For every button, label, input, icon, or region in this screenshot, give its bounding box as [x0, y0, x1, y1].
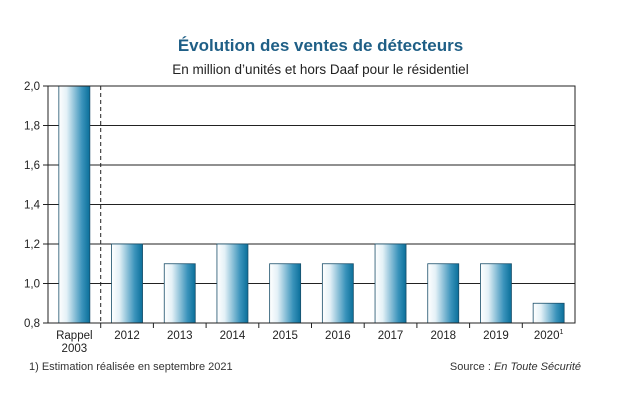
bar-2016 — [321, 263, 354, 324]
footnote: 1) Estimation réalisée en septembre 2021 — [29, 361, 233, 373]
x-tick-label: 2018 — [430, 330, 456, 342]
x-tick-label: 2019 — [483, 330, 509, 342]
tick-labels: 0,8 1,0 1,2 1,4 1,6 1,8 2,0 Rappel 2003 2012 2013 2… — [24, 81, 563, 355]
bar-2020 — [532, 302, 565, 324]
bar-2013 — [163, 263, 196, 324]
y-tick-label: 1,0 — [24, 279, 40, 291]
chart-title: Évolution des ventes de détecteurs — [177, 36, 464, 55]
x-tick-label: 2017 — [378, 330, 404, 342]
x-tick-label: 20201 — [534, 329, 564, 342]
chart-subtitle: En million d’unités et hors Daaf pour le… — [172, 62, 469, 77]
y-tick-label: 0,8 — [24, 318, 40, 330]
x-tick-label: 2014 — [220, 330, 246, 342]
source-credit: Source : En Toute Sécurité — [450, 361, 581, 373]
y-tick-label: 1,8 — [24, 121, 40, 133]
x-tick-label: Rappel 2003 — [56, 330, 92, 355]
x-tick-label: 2013 — [167, 330, 193, 342]
y-tick-label: 1,6 — [24, 160, 40, 172]
bar-2014 — [216, 243, 249, 324]
bar-2017 — [374, 243, 407, 324]
bar-2018 — [427, 263, 460, 324]
source-prefix: Source : — [449, 361, 494, 373]
bar-2015 — [269, 263, 302, 324]
source-name: En Toute Sécurité — [493, 361, 581, 373]
bars — [58, 85, 565, 324]
y-tick-label: 2,0 — [24, 81, 40, 93]
bar-rappel-2003 — [58, 85, 91, 324]
y-tick-label: 1,2 — [24, 239, 40, 251]
bar-2019 — [480, 263, 512, 324]
x-tick-label: 2012 — [114, 330, 140, 342]
axes — [43, 85, 576, 328]
x-tick-label: 2016 — [325, 330, 351, 342]
x-tick-label: 2015 — [272, 330, 298, 342]
y-tick-label: 1,4 — [24, 200, 41, 212]
bar-2012 — [111, 243, 143, 324]
